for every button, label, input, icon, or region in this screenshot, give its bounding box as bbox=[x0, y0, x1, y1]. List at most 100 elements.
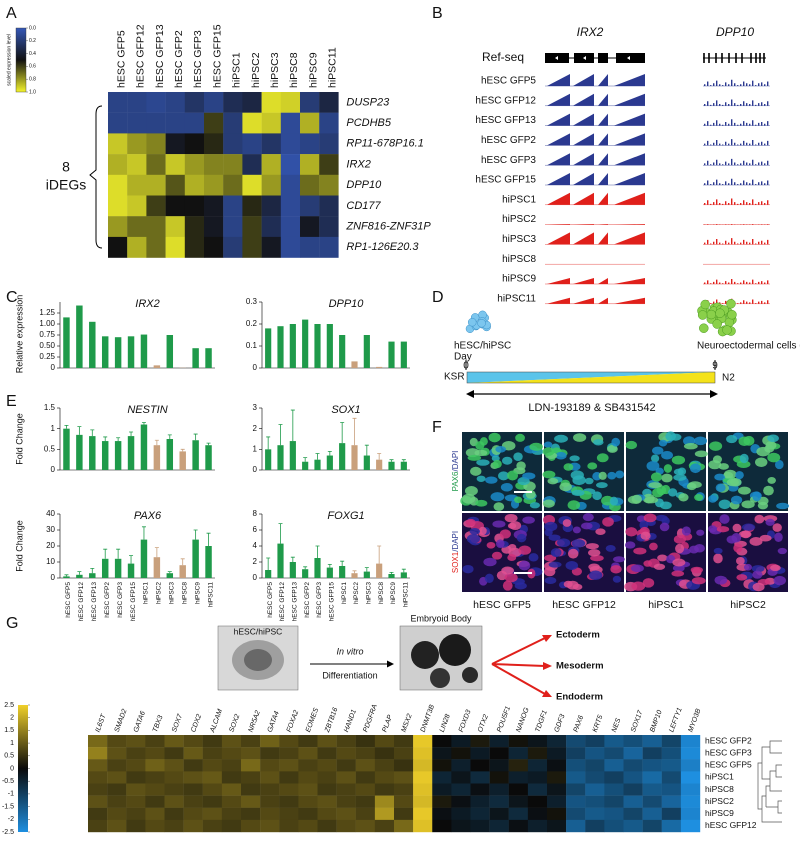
heatmap-cell bbox=[604, 819, 624, 833]
track-label: hiPSC8 bbox=[502, 254, 536, 265]
heatmap-cell bbox=[432, 759, 452, 772]
bar bbox=[339, 335, 346, 368]
panel-label: C bbox=[6, 289, 18, 306]
heatmap-cell bbox=[585, 807, 605, 821]
heatmap-cell bbox=[527, 759, 548, 772]
heatmap-cell bbox=[394, 759, 414, 772]
x-tick-label: hiPSC1 bbox=[143, 582, 150, 604]
heatmap-cell bbox=[680, 807, 701, 821]
heatmap-cell bbox=[164, 795, 184, 808]
heatmap-cell bbox=[108, 216, 128, 238]
heatmap-cell bbox=[547, 735, 567, 748]
heatmap-cell bbox=[336, 735, 356, 748]
heatmap-cell bbox=[623, 795, 643, 808]
bar bbox=[101, 441, 109, 470]
day-tick: 0 bbox=[463, 361, 469, 372]
heatmap-cell bbox=[374, 747, 395, 760]
medium-label: N2 bbox=[722, 373, 735, 384]
cell-cluster bbox=[715, 308, 725, 318]
sample-label: hiPSC2 bbox=[730, 599, 766, 611]
heatmap-cell bbox=[280, 133, 301, 155]
heatmap-cell bbox=[260, 771, 280, 784]
y-tick-label: 0 bbox=[253, 363, 258, 372]
heatmap-cell bbox=[88, 771, 108, 784]
error-bar bbox=[206, 442, 211, 446]
heatmap-cell bbox=[108, 112, 128, 134]
heatmap-cell bbox=[165, 216, 185, 238]
heatmap-cell bbox=[223, 216, 243, 238]
track-signal bbox=[704, 99, 769, 106]
cell-cluster bbox=[697, 310, 708, 320]
y-tick-label: 20 bbox=[46, 541, 55, 550]
track-signal bbox=[547, 278, 645, 284]
bar bbox=[153, 445, 161, 470]
heatmap-cell bbox=[623, 819, 643, 833]
bar bbox=[101, 558, 109, 578]
colorbar-tick-label: 0.0 bbox=[29, 25, 36, 31]
heatmap-cell bbox=[661, 747, 682, 760]
heatmap-cell bbox=[319, 133, 339, 155]
heatmap-cell bbox=[319, 216, 339, 238]
heatmap-cell bbox=[164, 807, 184, 821]
x-tick-label: hESC GFP12 bbox=[279, 582, 286, 622]
heatmap-cell bbox=[527, 747, 548, 760]
heatmap-cell bbox=[432, 783, 452, 796]
row-label: hiPSC2 bbox=[705, 796, 734, 806]
heatmap-cell bbox=[204, 92, 224, 113]
y-tick-label: 0 bbox=[51, 363, 56, 372]
gene-label: LEFTY1 bbox=[668, 707, 683, 734]
micrograph bbox=[460, 432, 544, 511]
heatmap-cell bbox=[623, 759, 643, 772]
micrograph bbox=[708, 513, 788, 592]
bar bbox=[388, 574, 395, 578]
error-bar bbox=[315, 453, 320, 460]
x-tick-label: hESC GFP2 bbox=[304, 582, 311, 618]
heatmap-cell bbox=[298, 771, 318, 784]
heatmap-cell bbox=[280, 174, 301, 196]
heatmap-cell bbox=[165, 133, 185, 155]
heatmap-cell bbox=[317, 795, 337, 808]
error-bar bbox=[167, 571, 172, 574]
stain-label: PAX6/DAPI bbox=[451, 451, 460, 492]
bracket bbox=[89, 105, 103, 249]
heatmap-cell bbox=[527, 771, 548, 784]
heatmap-cell bbox=[108, 154, 128, 175]
y-tick-label: 40 bbox=[46, 509, 55, 518]
track-label: hiPSC3 bbox=[502, 234, 536, 245]
heatmap-cell bbox=[336, 783, 356, 796]
gene-label: SOX7 bbox=[171, 712, 184, 733]
heatmap-cell bbox=[470, 771, 490, 784]
heatmap-cell bbox=[183, 795, 203, 808]
heatmap-cell bbox=[221, 759, 242, 772]
heatmap-cell bbox=[126, 795, 146, 808]
micrograph bbox=[624, 513, 706, 592]
sample-label: hiPSC1 bbox=[648, 599, 684, 611]
heatmap-cell bbox=[164, 735, 184, 748]
heatmap-cell bbox=[527, 735, 548, 748]
bar bbox=[400, 572, 407, 578]
colorbar-tick-label: -1.5 bbox=[2, 803, 14, 810]
heatmap-cell bbox=[642, 819, 662, 833]
heatmap-cell bbox=[585, 795, 605, 808]
heatmap-cell bbox=[470, 783, 490, 796]
gene-label: FOXA2 bbox=[286, 709, 300, 733]
track-label: hESC GFP5 bbox=[481, 76, 536, 87]
heatmap-cell bbox=[184, 154, 205, 175]
column-label: hESC GFP2 bbox=[173, 30, 185, 88]
heatmap-cell bbox=[202, 771, 223, 784]
bracket-label: 8 bbox=[62, 159, 70, 175]
heatmap-cell bbox=[566, 735, 586, 748]
bar bbox=[205, 445, 212, 470]
gene-label: NES bbox=[611, 717, 623, 733]
column-label: hiPSC11 bbox=[327, 47, 339, 88]
heatmap-cell bbox=[204, 195, 224, 217]
x-tick-label: hiPSC9 bbox=[194, 582, 201, 604]
bar bbox=[153, 365, 161, 368]
sample-label: hESC GFP12 bbox=[552, 599, 616, 611]
bar bbox=[265, 570, 272, 578]
bar bbox=[326, 567, 333, 578]
heatmap-cell bbox=[680, 819, 701, 833]
heatmap-cell bbox=[547, 819, 567, 833]
heatmap-cell bbox=[183, 747, 203, 760]
heatmap-cell bbox=[164, 747, 184, 760]
